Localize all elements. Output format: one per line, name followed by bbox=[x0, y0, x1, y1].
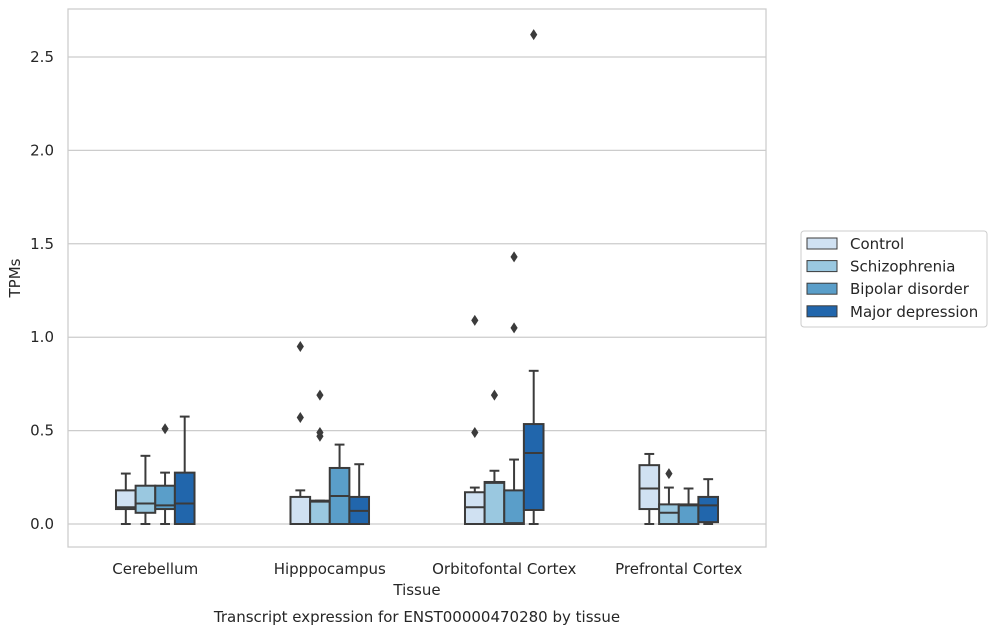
plot-frame bbox=[67, 8, 767, 548]
box-schizophrenia bbox=[309, 389, 331, 525]
box-schizophrenia bbox=[658, 468, 680, 525]
outlier-point bbox=[530, 29, 538, 41]
y-tick-label: 1.0 bbox=[30, 328, 54, 346]
box-major-depression bbox=[348, 463, 371, 526]
x-tick-label: Orbitofontal Cortex bbox=[432, 560, 576, 578]
box-iqr bbox=[289, 495, 312, 526]
legend-label: Major depression bbox=[850, 303, 978, 321]
box-bipolar-disorder bbox=[154, 423, 176, 525]
outlier-point bbox=[161, 423, 169, 435]
legend-label: Control bbox=[850, 235, 904, 253]
outlier-point bbox=[471, 426, 479, 438]
box-iqr bbox=[483, 480, 506, 525]
y-tick-label: 0.0 bbox=[30, 515, 54, 533]
box-iqr bbox=[173, 471, 196, 526]
y-axis-title: TPMs bbox=[6, 258, 24, 298]
box-iqr bbox=[677, 503, 700, 525]
legend-items: Control Schizophrenia Bipolar disorder Majo… bbox=[806, 235, 978, 321]
outlier-point bbox=[510, 322, 518, 334]
box-control bbox=[463, 314, 486, 525]
legend-frame bbox=[800, 230, 988, 328]
outlier-point bbox=[665, 468, 673, 480]
box-iqr bbox=[658, 503, 680, 525]
legend-swatch bbox=[806, 237, 838, 250]
box-iqr bbox=[638, 464, 661, 511]
box-iqr bbox=[522, 423, 545, 511]
legend-swatch bbox=[806, 305, 838, 318]
box-iqr bbox=[503, 489, 525, 526]
box-iqr bbox=[309, 499, 331, 525]
box-major-depression bbox=[522, 29, 545, 525]
outlier-point bbox=[316, 426, 324, 438]
box-bipolar-disorder bbox=[503, 251, 525, 526]
grid-lines bbox=[68, 56, 766, 525]
y-tick-label: 1.5 bbox=[30, 235, 54, 253]
box-marks bbox=[114, 29, 720, 526]
legend-swatch bbox=[806, 260, 838, 273]
box-iqr bbox=[697, 495, 720, 524]
outlier-point bbox=[296, 412, 304, 424]
x-tick-label: Hipppocampus bbox=[274, 560, 386, 578]
box-control bbox=[289, 341, 312, 526]
outlier-point bbox=[296, 341, 304, 353]
box-schizophrenia bbox=[483, 389, 506, 525]
box-control bbox=[638, 452, 661, 525]
outlier-point bbox=[490, 389, 499, 401]
box-major-depression bbox=[173, 415, 196, 526]
box-major-depression bbox=[697, 478, 720, 525]
chart-caption: Transcript expression for ENST0000047028… bbox=[213, 608, 620, 626]
x-tick-label: Cerebellum bbox=[112, 560, 198, 578]
y-tick-label: 2.5 bbox=[30, 48, 54, 66]
box-bipolar-disorder bbox=[328, 443, 351, 525]
legend: Control Schizophrenia Bipolar disorder Majo… bbox=[800, 230, 988, 328]
outlier-point bbox=[316, 389, 324, 401]
outlier-point bbox=[510, 251, 518, 263]
y-tick-label: 0.5 bbox=[30, 422, 54, 440]
box-schizophrenia bbox=[134, 454, 157, 525]
y-tick-labels: 0.0 0.5 1.0 1.5 2.0 2.5 bbox=[30, 48, 54, 533]
y-tick-label: 2.0 bbox=[30, 141, 54, 159]
x-tick-labels: Cerebellum Hipppocampus Orbitofontal Corte… bbox=[112, 560, 742, 578]
legend-label: Bipolar disorder bbox=[850, 280, 970, 298]
box-iqr bbox=[134, 484, 157, 514]
legend-swatch bbox=[806, 282, 838, 295]
x-tick-label: Prefrontal Cortex bbox=[615, 560, 742, 578]
x-axis-title: Tissue bbox=[392, 581, 440, 599]
legend-label: Schizophrenia bbox=[850, 258, 955, 276]
box-control bbox=[114, 472, 137, 525]
box-bipolar-disorder bbox=[677, 487, 700, 525]
outlier-point bbox=[471, 314, 479, 326]
